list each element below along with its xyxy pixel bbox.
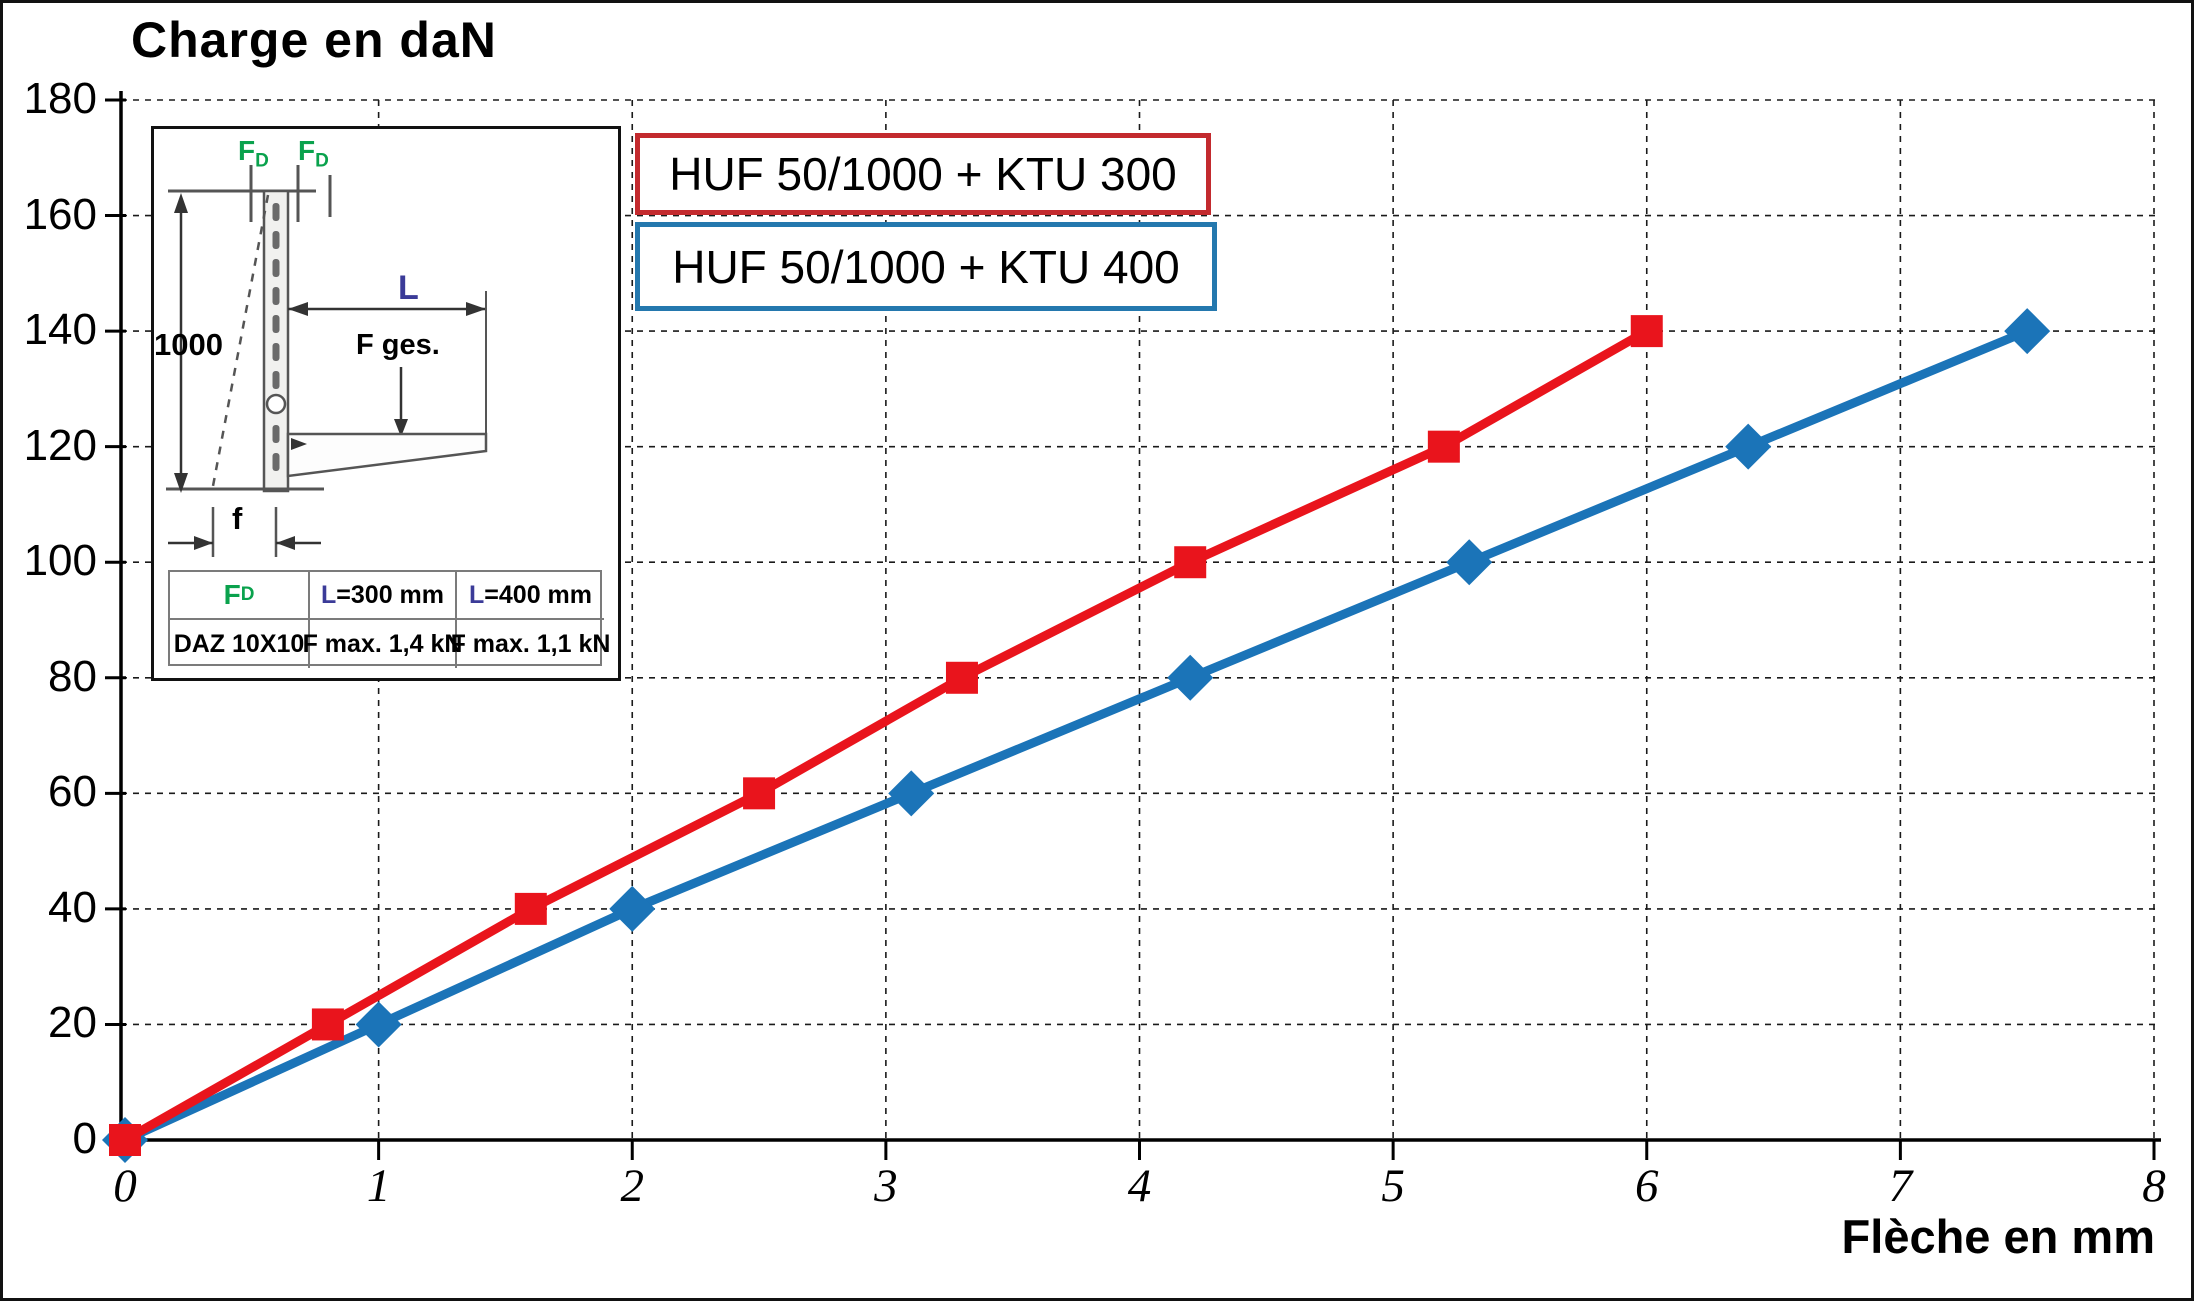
y-tick-label: 20 [48, 998, 97, 1048]
table-header-l400: L =400 mm [457, 572, 604, 620]
y-tick-label: 160 [23, 189, 97, 239]
legend-ktu400-label: HUF 50/1000 + KTU 400 [672, 240, 1180, 293]
force-fd-label-1: FD [238, 135, 269, 172]
y-tick-label: 40 [48, 882, 97, 932]
x-tick-label: 7 [1888, 1160, 1913, 1212]
x-tick-label: 8 [2142, 1160, 2166, 1212]
legend-ktu300-label: HUF 50/1000 + KTU 300 [669, 148, 1177, 200]
table-cell-fmax-300: F max. 1,4 kN [303, 620, 462, 668]
force-fd-label-2: FD [298, 135, 329, 172]
height-dimension-label: 1000 [154, 327, 223, 362]
y-tick-label: 0 [72, 1114, 97, 1163]
y-tick-label: 100 [23, 536, 97, 586]
y-tick-label: 180 [23, 74, 97, 123]
total-force-label: F ges. [356, 329, 440, 361]
legend-ktu300: HUF 50/1000 + KTU 300 [635, 133, 1211, 215]
y-tick-label: 60 [48, 767, 97, 817]
chart-title: Charge en daN [131, 12, 497, 68]
legend-ktu400: HUF 50/1000 + KTU 400 [635, 222, 1217, 311]
y-tick-label: 80 [48, 651, 97, 701]
deflection-label: f [232, 501, 243, 536]
x-axis-title: Flèche en mm [1841, 1210, 2155, 1263]
x-tick-label: 0 [113, 1160, 137, 1212]
x-tick-label: 4 [1127, 1160, 1152, 1212]
table-cell-anchor: DAZ 10X10 [170, 620, 310, 668]
length-dimension-label: L [398, 269, 419, 307]
upright-bracket-drawing [166, 165, 488, 557]
x-tick-label: 2 [620, 1160, 645, 1212]
table-header-l300: L =300 mm [310, 572, 457, 620]
x-tick-label: 3 [874, 1160, 898, 1212]
y-tick-label: 120 [23, 420, 97, 470]
x-tick-label: 5 [1381, 1160, 1405, 1212]
y-tick-label: 140 [23, 305, 97, 355]
x-tick-label: 6 [1635, 1160, 1659, 1212]
x-tick-label: 1 [366, 1160, 391, 1212]
table-cell-fmax-400: F max. 1,1 kN [450, 629, 611, 658]
